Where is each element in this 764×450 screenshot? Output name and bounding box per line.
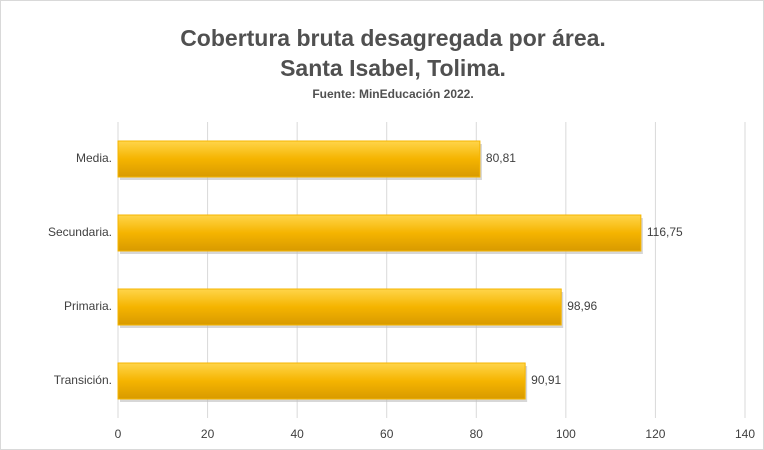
data-label: 98,96	[567, 299, 597, 313]
x-tick-label: 20	[201, 427, 215, 441]
x-tick-label: 0	[115, 427, 122, 441]
data-label: 80,81	[486, 151, 516, 165]
x-tick-label: 120	[645, 427, 665, 441]
x-tick-label: 40	[290, 427, 304, 441]
bar	[117, 288, 562, 326]
chart-title: Cobertura bruta desagregada por área.	[180, 25, 606, 51]
x-tick-label: 60	[380, 427, 394, 441]
bar	[117, 214, 642, 252]
y-tick-label: Primaria.	[64, 299, 112, 313]
chart-subtitle: Fuente: MinEducación 2022.	[312, 87, 473, 101]
y-tick-label: Media.	[76, 151, 112, 165]
x-tick-label: 140	[735, 427, 755, 441]
y-tick-label: Transición.	[54, 373, 112, 387]
data-label: 116,75	[647, 225, 683, 239]
y-tick-label: Secundaria.	[48, 225, 112, 239]
data-label: 90,91	[531, 373, 561, 387]
bar	[117, 362, 526, 400]
chart-title: Santa Isabel, Tolima.	[280, 55, 506, 81]
x-tick-label: 80	[470, 427, 484, 441]
x-tick-label: 100	[556, 427, 576, 441]
bar	[117, 140, 481, 178]
